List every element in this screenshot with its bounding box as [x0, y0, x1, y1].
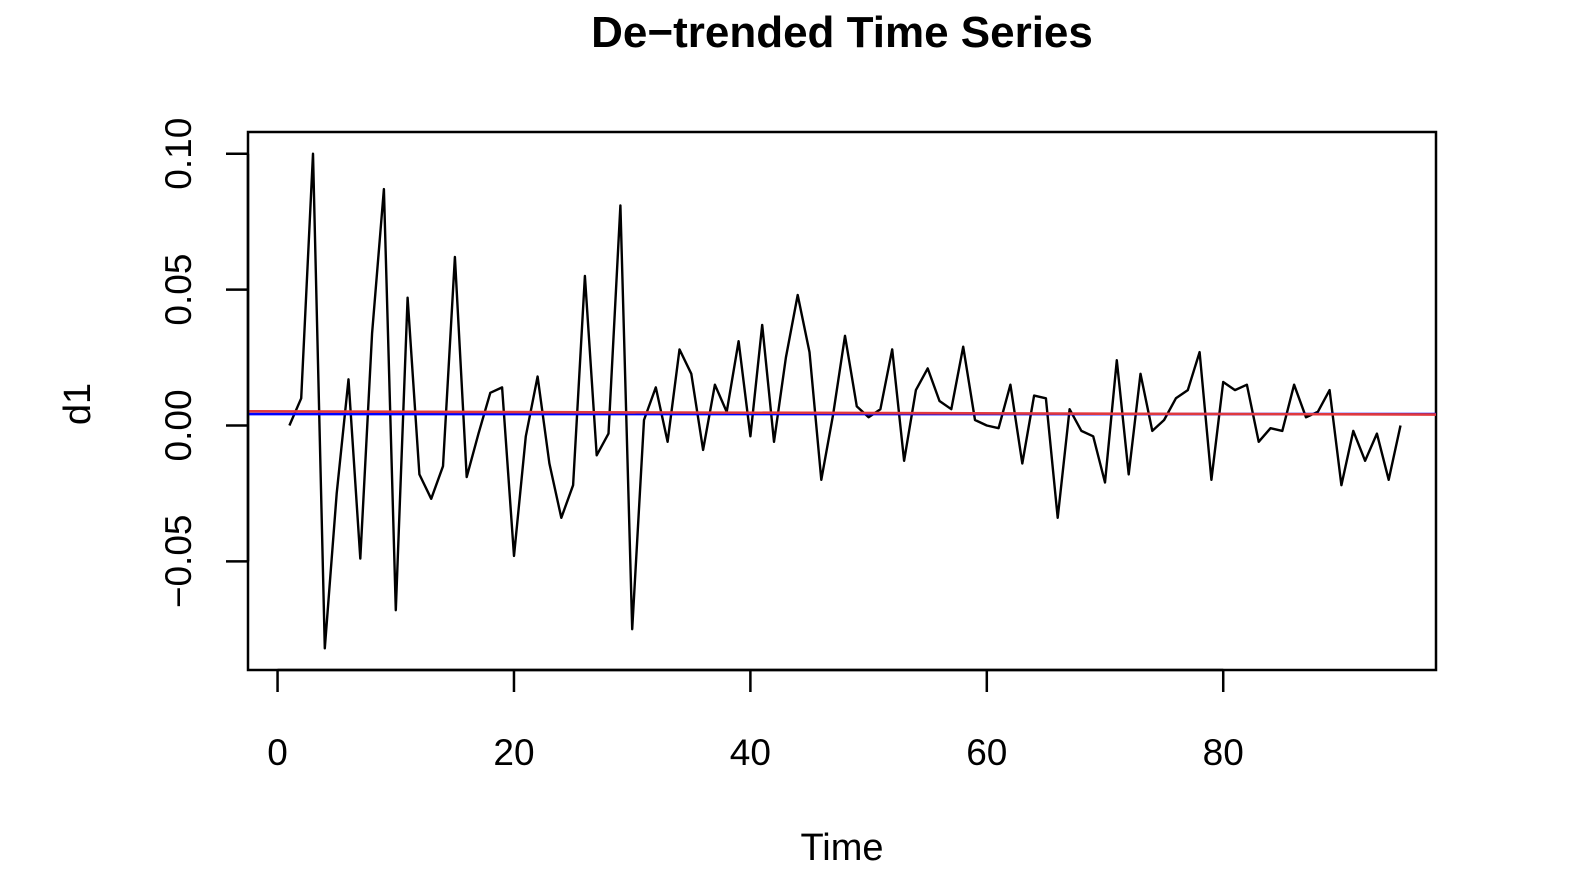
x-tick-label: 80: [1203, 732, 1244, 773]
y-axis-label: d1: [57, 383, 99, 425]
x-axis: 0 20 40 60 80: [267, 668, 1244, 773]
chart-title: De−trended Time Series: [591, 8, 1093, 57]
x-tick-label: 60: [966, 732, 1007, 773]
y-tick-label: 0.05: [158, 254, 199, 326]
x-tick-label: 0: [267, 732, 288, 773]
y-tick-label: 0.00: [158, 389, 199, 461]
series-line-0: [288, 152, 1402, 650]
y-axis: −0.05 0.00 0.05 0.10: [158, 118, 250, 609]
series-layer: [288, 152, 1402, 650]
y-tick-label: −0.05: [158, 515, 199, 609]
x-axis-label: Time: [800, 827, 883, 869]
reference-line-1: [247, 410, 1437, 416]
plot-frame: [246, 130, 1438, 672]
x-tick-label: 40: [730, 732, 771, 773]
y-tick-label: 0.10: [158, 118, 199, 190]
x-tick-label: 20: [493, 732, 534, 773]
